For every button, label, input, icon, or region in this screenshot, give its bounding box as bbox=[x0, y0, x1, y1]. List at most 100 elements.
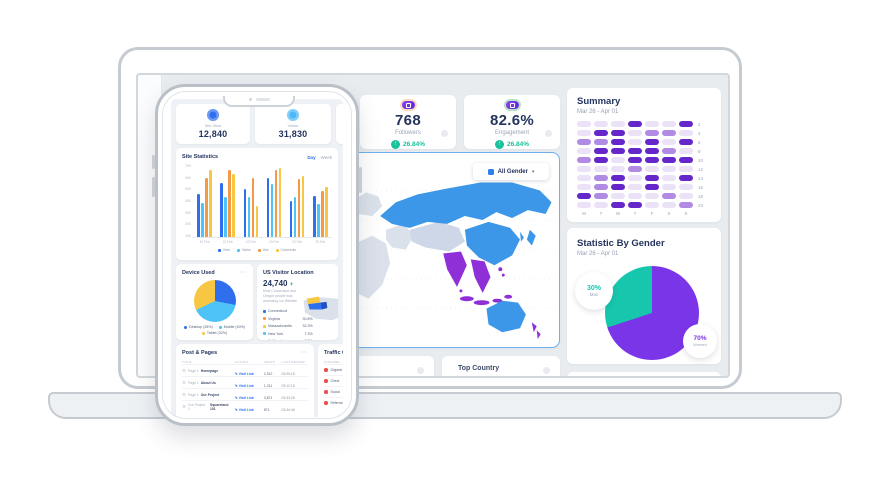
heatmap-cell[interactable] bbox=[662, 175, 676, 181]
map-region-central-asia[interactable] bbox=[409, 221, 465, 252]
heatmap-cell[interactable] bbox=[594, 121, 608, 127]
map-region-korea[interactable] bbox=[520, 231, 524, 242]
heatmap-cell[interactable] bbox=[594, 175, 608, 181]
heatmap-cell[interactable] bbox=[611, 139, 625, 145]
bottom-left-menu-dot[interactable] bbox=[417, 367, 424, 374]
bar-view[interactable] bbox=[313, 195, 316, 237]
visit-link[interactable]: ✎ Visit Link bbox=[234, 407, 254, 412]
heatmap-cell[interactable] bbox=[628, 157, 642, 163]
heatmap-cell[interactable] bbox=[662, 139, 676, 145]
map-region-russia[interactable] bbox=[380, 182, 552, 228]
heatmap-cell[interactable] bbox=[611, 184, 625, 190]
gender-filter-dropdown[interactable]: All Gender ▾ bbox=[473, 163, 549, 180]
phone-power-button[interactable] bbox=[359, 167, 362, 193]
heatmap-cell[interactable] bbox=[628, 166, 642, 172]
heatmap-cell[interactable] bbox=[645, 130, 659, 136]
heatmap-cell[interactable] bbox=[628, 130, 642, 136]
bar-visitor[interactable] bbox=[317, 204, 320, 237]
heatmap-cell[interactable] bbox=[662, 166, 676, 172]
heatmap-cell[interactable] bbox=[577, 139, 591, 145]
bar-like[interactable] bbox=[321, 190, 324, 237]
bar-view[interactable] bbox=[220, 183, 223, 237]
heatmap-cell[interactable] bbox=[645, 148, 659, 154]
phone-volume-button[interactable] bbox=[152, 177, 155, 197]
toggle-day[interactable]: Day bbox=[307, 154, 316, 160]
traffic-row[interactable]: Social bbox=[324, 386, 343, 397]
heatmap-cell[interactable] bbox=[577, 121, 591, 127]
bar-comments[interactable] bbox=[209, 169, 212, 237]
heatmap-cell[interactable] bbox=[611, 175, 625, 181]
heatmap-cell[interactable] bbox=[662, 184, 676, 190]
map-region-middle-east[interactable] bbox=[386, 223, 414, 250]
map-region-indochina[interactable] bbox=[470, 259, 491, 293]
heatmap-cell[interactable] bbox=[645, 202, 659, 208]
map-region-philippines[interactable] bbox=[498, 267, 503, 272]
heatmap-cell[interactable] bbox=[628, 148, 642, 154]
map-region-africa[interactable] bbox=[352, 235, 391, 299]
bar-visitor[interactable] bbox=[247, 196, 251, 237]
heatmap-cell[interactable] bbox=[645, 184, 659, 190]
bar-like[interactable] bbox=[297, 179, 301, 237]
heatmap-cell[interactable] bbox=[679, 139, 693, 145]
heatmap-cell[interactable] bbox=[611, 166, 625, 172]
heatmap-cell[interactable] bbox=[577, 175, 591, 181]
heatmap-cell[interactable] bbox=[628, 139, 642, 145]
heatmap-cell[interactable] bbox=[594, 148, 608, 154]
bar-comments[interactable] bbox=[301, 175, 305, 237]
map-region-indonesia[interactable] bbox=[473, 300, 490, 306]
heatmap-cell[interactable] bbox=[594, 166, 608, 172]
bar-view[interactable] bbox=[197, 193, 200, 237]
engagement-menu-dot[interactable] bbox=[545, 130, 552, 137]
visit-link[interactable]: ✎ Visit Link bbox=[234, 395, 254, 400]
traffic-row[interactable]: Organic bbox=[324, 364, 343, 375]
followers-menu-dot[interactable] bbox=[441, 130, 448, 137]
heatmap-cell[interactable] bbox=[679, 157, 693, 163]
heatmap-cell[interactable] bbox=[611, 193, 625, 199]
visit-link[interactable]: ✎ Visit Link bbox=[234, 383, 254, 388]
heatmap-cell[interactable] bbox=[645, 121, 659, 127]
heatmap-cell[interactable] bbox=[611, 148, 625, 154]
map-region-indonesia[interactable] bbox=[492, 298, 503, 303]
heatmap-cell[interactable] bbox=[577, 157, 591, 163]
bar-like[interactable] bbox=[251, 177, 255, 237]
heatmap-cell[interactable] bbox=[645, 193, 659, 199]
world-map[interactable] bbox=[351, 153, 560, 346]
map-region-europe[interactable] bbox=[352, 192, 383, 217]
heatmap-cell[interactable] bbox=[594, 130, 608, 136]
map-region-philippines[interactable] bbox=[501, 273, 505, 277]
bar-view[interactable] bbox=[289, 200, 293, 237]
table-row[interactable]: ⚙ Page 1 Our Project ✎ Visit Link 3,871 03:33… bbox=[182, 388, 308, 400]
heatmap-cell[interactable] bbox=[679, 193, 693, 199]
device-pie-chart[interactable] bbox=[193, 280, 236, 322]
heatmap-cell[interactable] bbox=[594, 139, 608, 145]
heatmap-cell[interactable] bbox=[577, 148, 591, 154]
bar-view[interactable] bbox=[243, 189, 247, 237]
heatmap-cell[interactable] bbox=[679, 121, 693, 127]
toggle-week[interactable]: Week bbox=[320, 154, 332, 160]
bar-visitor[interactable] bbox=[201, 203, 204, 237]
heatmap-cell[interactable] bbox=[611, 202, 625, 208]
map-region-new-zealand[interactable] bbox=[536, 330, 541, 340]
map-region-japan[interactable] bbox=[526, 229, 536, 246]
heatmap-cell[interactable] bbox=[679, 175, 693, 181]
bar-comments[interactable] bbox=[325, 187, 328, 237]
heatmap-cell[interactable] bbox=[577, 202, 591, 208]
heatmap-cell[interactable] bbox=[594, 193, 608, 199]
heatmap-cell[interactable] bbox=[679, 184, 693, 190]
traffic-row[interactable]: Referral bbox=[324, 397, 343, 408]
map-region-indonesia[interactable] bbox=[504, 294, 513, 299]
heatmap-cell[interactable] bbox=[628, 202, 642, 208]
map-region-china[interactable] bbox=[464, 221, 521, 266]
table-row[interactable]: ⚙ Page 1 About Us ✎ Visit Link 1,211 03:12:18 bbox=[182, 376, 308, 388]
heatmap-cell[interactable] bbox=[611, 130, 625, 136]
map-region-new-zealand[interactable] bbox=[531, 322, 537, 333]
phone-volume-button[interactable] bbox=[152, 155, 155, 169]
heatmap-cell[interactable] bbox=[628, 184, 642, 190]
bar-visitor[interactable] bbox=[270, 184, 274, 237]
traffic-row[interactable]: Direct bbox=[324, 375, 343, 386]
bar-comments[interactable] bbox=[278, 167, 282, 237]
heatmap-cell[interactable] bbox=[645, 166, 659, 172]
heatmap-cell[interactable] bbox=[662, 148, 676, 154]
heatmap-cell[interactable] bbox=[645, 175, 659, 181]
bar-visitor[interactable] bbox=[224, 196, 227, 237]
